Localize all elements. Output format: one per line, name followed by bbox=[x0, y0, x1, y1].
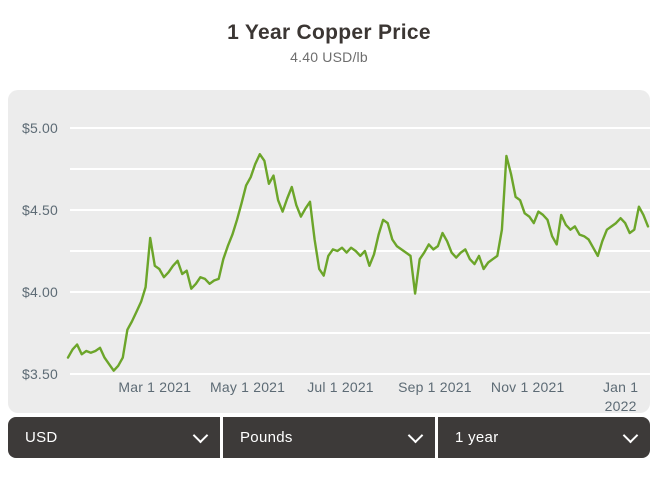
chevron-down-icon bbox=[622, 427, 639, 443]
price-chart-card: $5.00 $4.50 $4.00 $3.50 Mar 1 2021 May 1 2021… bbox=[8, 90, 650, 413]
currency-select-value: USD bbox=[25, 429, 58, 446]
weight-unit-select-value: Pounds bbox=[240, 429, 293, 446]
x-axis-tick-label: Nov 1 2021 bbox=[491, 379, 565, 395]
currency-select[interactable]: USD bbox=[8, 417, 220, 458]
y-axis-tick-label: $4.50 bbox=[22, 202, 58, 218]
weight-unit-select[interactable]: Pounds bbox=[223, 417, 435, 458]
chart-header: 1 Year Copper Price 4.40 USD/lb bbox=[8, 20, 650, 65]
x-axis-tick-label: Sep 1 2021 bbox=[398, 379, 472, 395]
y-axis-tick-label: $3.50 bbox=[22, 366, 58, 382]
price-line bbox=[66, 153, 650, 372]
x-axis-tick-label: Jul 1 2021 bbox=[307, 379, 374, 395]
current-price: 4.40 USD/lb bbox=[290, 49, 368, 65]
chart-controls: USD Pounds 1 year bbox=[8, 417, 650, 458]
page-title: 1 Year Copper Price bbox=[227, 21, 431, 44]
chevron-down-icon bbox=[192, 427, 209, 443]
x-axis-tick-label: Jan 1 bbox=[603, 379, 638, 395]
x-axis-tick-label: May 1 2021 bbox=[210, 379, 285, 395]
time-range-select[interactable]: 1 year bbox=[438, 417, 650, 458]
x-axis-tick-label: 2022 bbox=[605, 398, 637, 413]
x-axis-tick-label: Mar 1 2021 bbox=[118, 379, 191, 395]
y-axis-tick-label: $4.00 bbox=[22, 284, 58, 300]
price-chart-svg: $5.00 $4.50 $4.00 $3.50 Mar 1 2021 May 1 2021… bbox=[22, 120, 650, 413]
y-axis-tick-label: $5.00 bbox=[22, 120, 58, 136]
chevron-down-icon bbox=[407, 427, 424, 443]
time-range-select-value: 1 year bbox=[455, 429, 499, 446]
